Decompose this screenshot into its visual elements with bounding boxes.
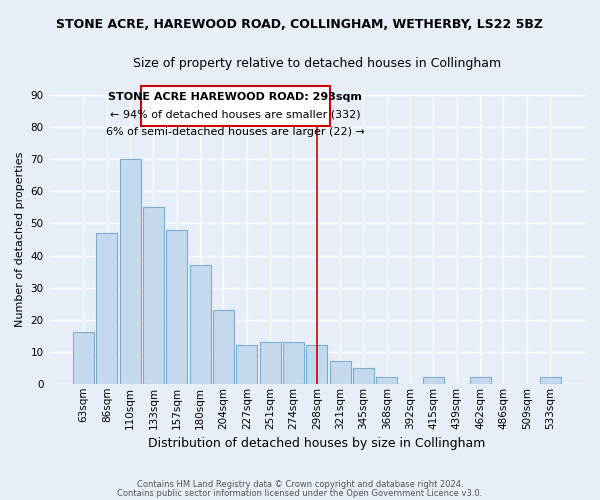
Title: Size of property relative to detached houses in Collingham: Size of property relative to detached ho… bbox=[133, 58, 501, 70]
Text: STONE ACRE, HAREWOOD ROAD, COLLINGHAM, WETHERBY, LS22 5BZ: STONE ACRE, HAREWOOD ROAD, COLLINGHAM, W… bbox=[56, 18, 544, 30]
Bar bbox=[73, 332, 94, 384]
Bar bbox=[166, 230, 187, 384]
Bar bbox=[423, 378, 444, 384]
Y-axis label: Number of detached properties: Number of detached properties bbox=[15, 152, 25, 327]
Bar bbox=[190, 265, 211, 384]
Bar bbox=[96, 233, 117, 384]
Text: 6% of semi-detached houses are larger (22) →: 6% of semi-detached houses are larger (2… bbox=[106, 128, 365, 138]
Bar bbox=[119, 160, 140, 384]
Bar bbox=[140, 86, 329, 126]
Bar bbox=[213, 310, 234, 384]
Bar bbox=[260, 342, 281, 384]
Bar bbox=[470, 378, 491, 384]
Bar bbox=[353, 368, 374, 384]
Bar bbox=[306, 346, 327, 384]
Bar bbox=[283, 342, 304, 384]
Text: Contains public sector information licensed under the Open Government Licence v3: Contains public sector information licen… bbox=[118, 488, 482, 498]
Bar bbox=[236, 346, 257, 384]
Bar bbox=[376, 378, 397, 384]
Text: Contains HM Land Registry data © Crown copyright and database right 2024.: Contains HM Land Registry data © Crown c… bbox=[137, 480, 463, 489]
Text: STONE ACRE HAREWOOD ROAD: 293sqm: STONE ACRE HAREWOOD ROAD: 293sqm bbox=[108, 92, 362, 102]
Bar bbox=[329, 362, 350, 384]
X-axis label: Distribution of detached houses by size in Collingham: Distribution of detached houses by size … bbox=[148, 437, 485, 450]
Bar bbox=[539, 378, 560, 384]
Text: ← 94% of detached houses are smaller (332): ← 94% of detached houses are smaller (33… bbox=[110, 110, 361, 120]
Bar bbox=[143, 208, 164, 384]
